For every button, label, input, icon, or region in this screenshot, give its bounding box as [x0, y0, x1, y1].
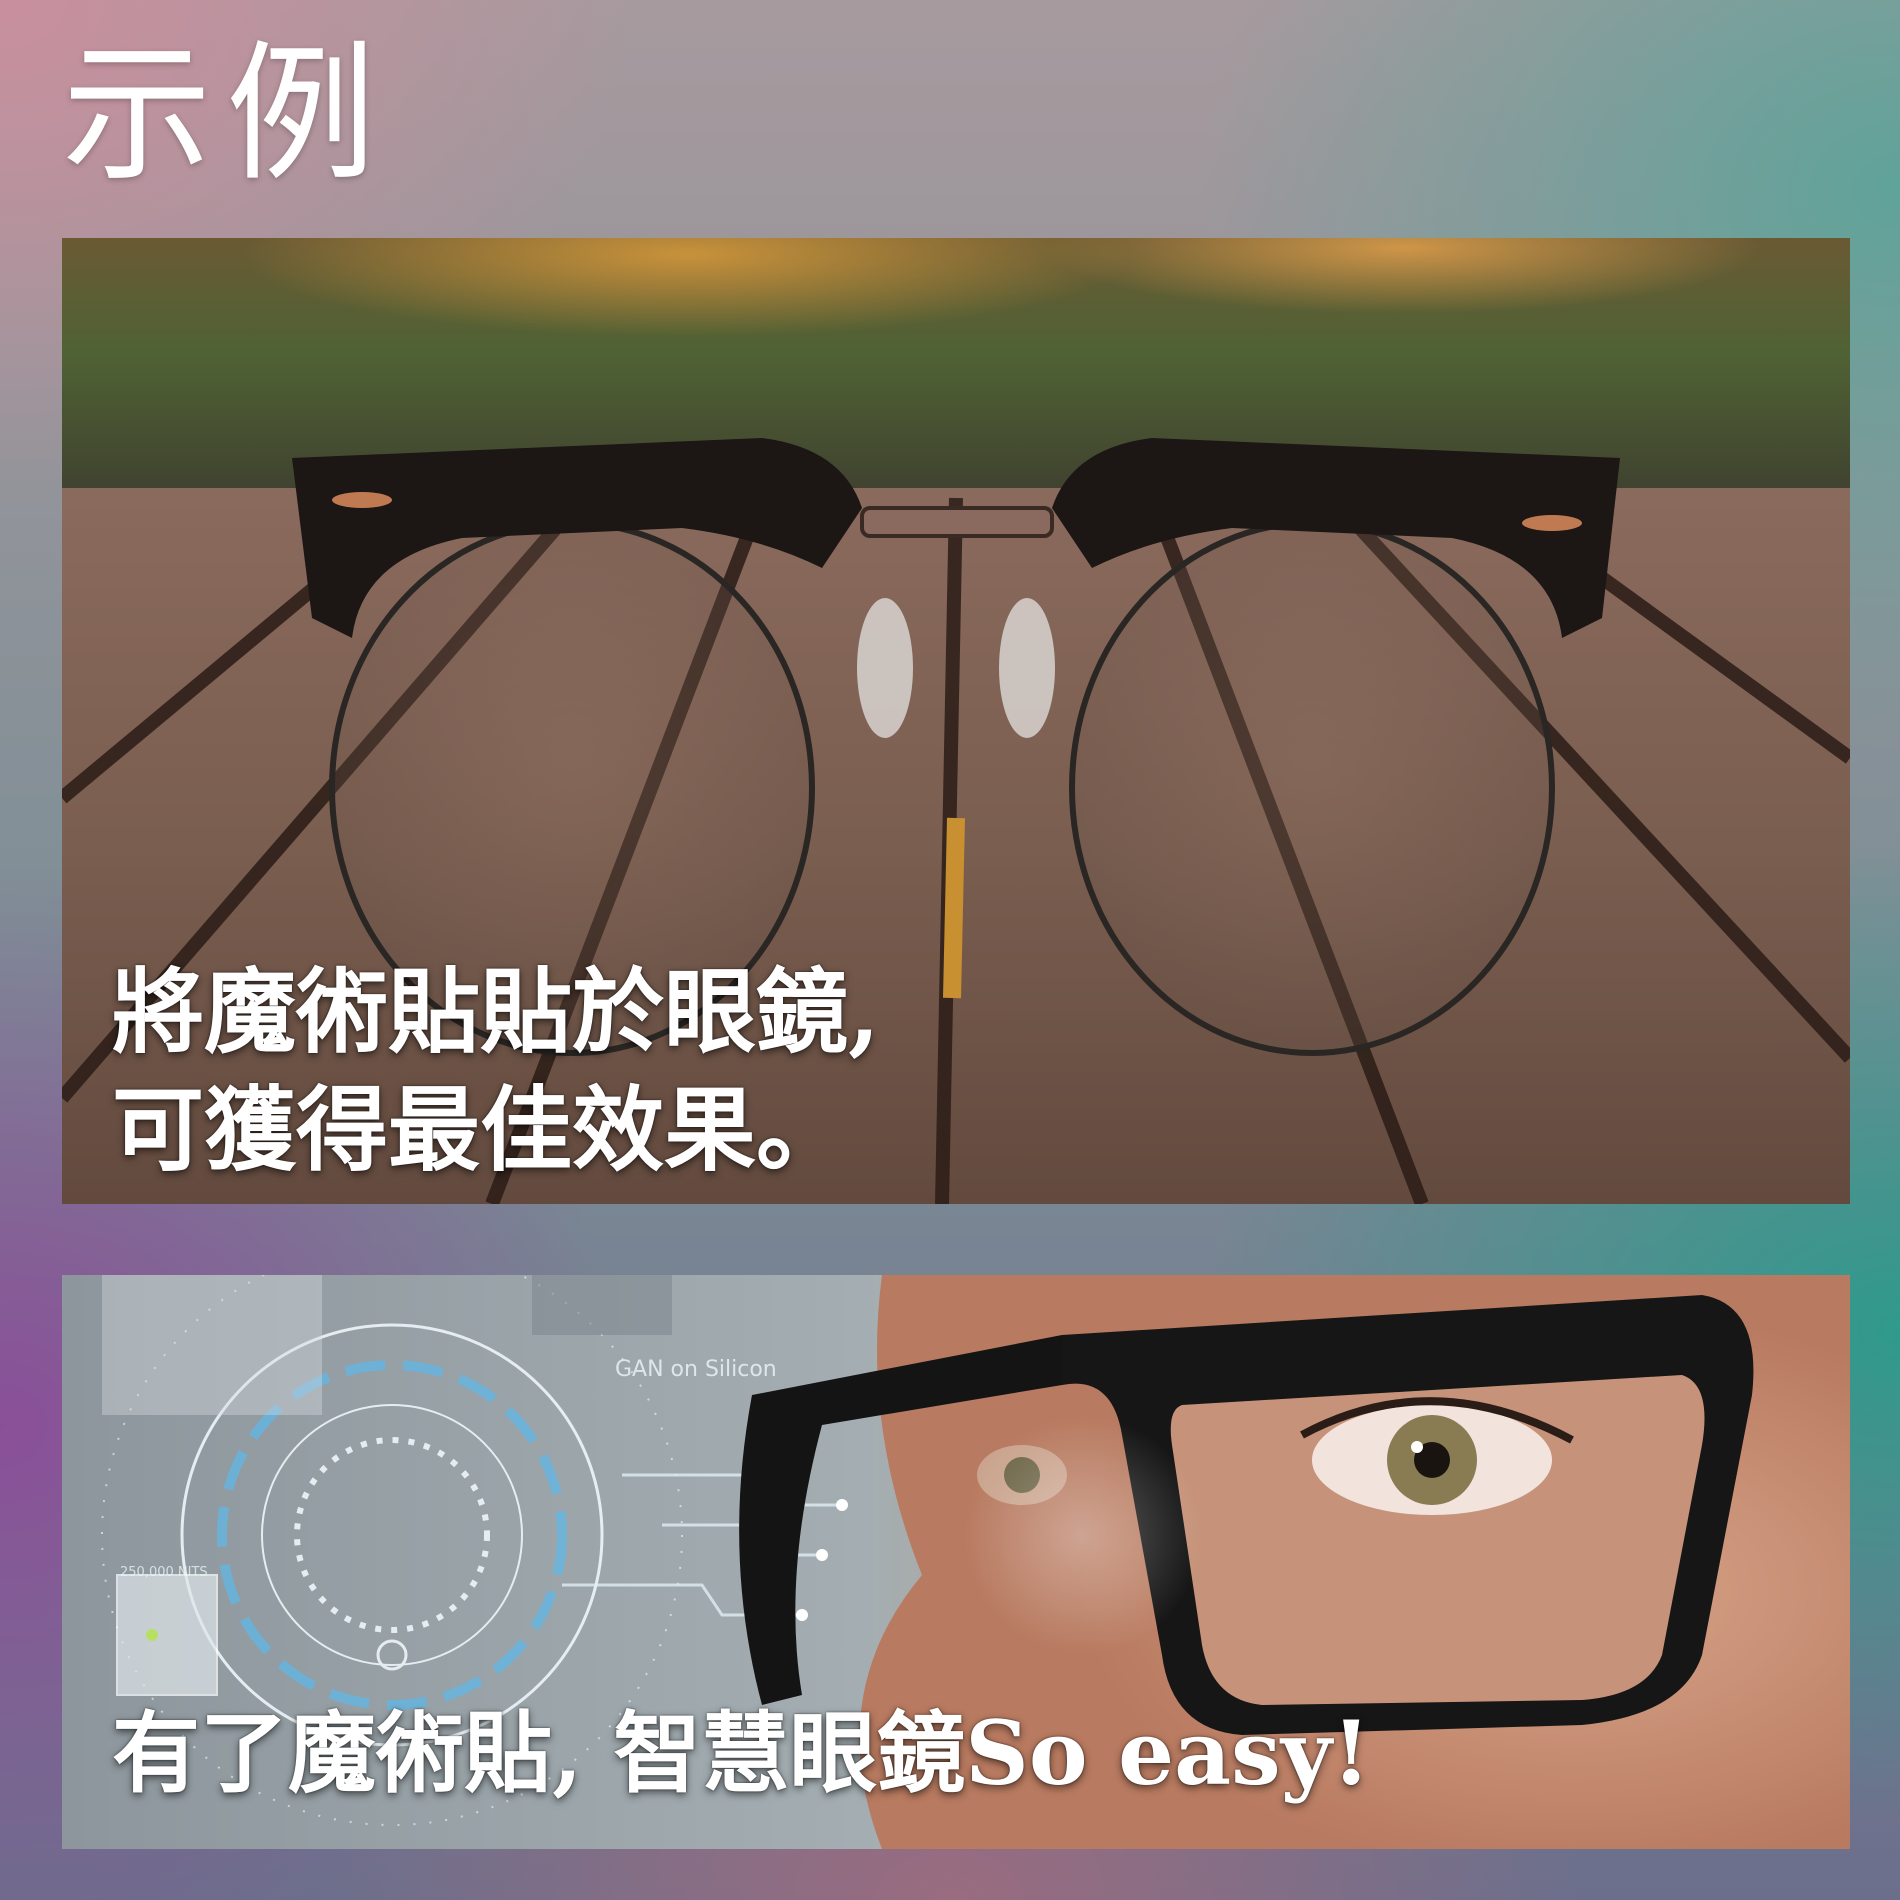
bottom-caption: 有了魔術貼, 智慧眼鏡So easy!: [112, 1701, 1371, 1805]
eyeglasses-photo: [62, 238, 1850, 1204]
smart-glasses-photo: [62, 1275, 1850, 1849]
top-caption: 將魔術貼貼於眼鏡, 可獲得最佳效果。: [112, 953, 880, 1189]
page-title: 示例: [62, 28, 391, 202]
hud-label-nits: 250,000 NITS: [120, 1565, 208, 1580]
hud-label-gan: GAN on Silicon: [615, 1357, 777, 1382]
top-image-panel: 將魔術貼貼於眼鏡, 可獲得最佳效果。: [62, 238, 1850, 1204]
top-caption-line-1: 將魔術貼貼於眼鏡,: [112, 958, 881, 1066]
bottom-image-panel: GAN on Silicon 250,000 NITS 有了魔術貼, 智慧眼鏡S…: [62, 1275, 1850, 1849]
top-caption-line-2: 可獲得最佳效果。: [112, 1076, 849, 1184]
